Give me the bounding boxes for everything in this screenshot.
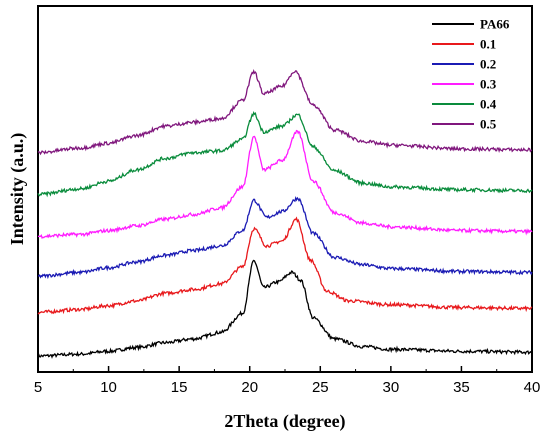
- x-tick-label: 25: [312, 379, 329, 396]
- x-tick-label: 40: [524, 379, 541, 396]
- legend-label: 0.4: [480, 97, 497, 112]
- legend-label: 0.1: [480, 37, 496, 52]
- series-line-3: [37, 129, 533, 239]
- legend: PA66 0.1 0.2 0.3 0.4 0.5: [432, 17, 510, 132]
- x-tick-label: 10: [100, 379, 117, 396]
- x-tick-label: 20: [241, 379, 258, 396]
- legend-label: 0.5: [480, 117, 497, 132]
- series-line-5: [37, 69, 533, 156]
- x-tick-label: 5: [34, 379, 42, 396]
- legend-label: 0.3: [480, 77, 497, 92]
- series-line-0: [37, 259, 533, 359]
- x-axis-ticks: 5 10 15 20 25 30 35 40: [34, 366, 541, 396]
- legend-label: PA66: [480, 17, 510, 32]
- x-tick-label: 35: [453, 379, 470, 396]
- x-axis-title: 2Theta (degree): [224, 411, 345, 432]
- legend-label: 0.2: [480, 57, 496, 72]
- series-line-2: [37, 195, 533, 280]
- series-curves: [37, 69, 533, 359]
- series-line-1: [37, 216, 533, 315]
- x-tick-label: 15: [171, 379, 188, 396]
- x-tick-label: 30: [383, 379, 400, 396]
- series-line-4: [37, 110, 533, 198]
- y-axis-title: Intensity (a.u.): [7, 133, 28, 246]
